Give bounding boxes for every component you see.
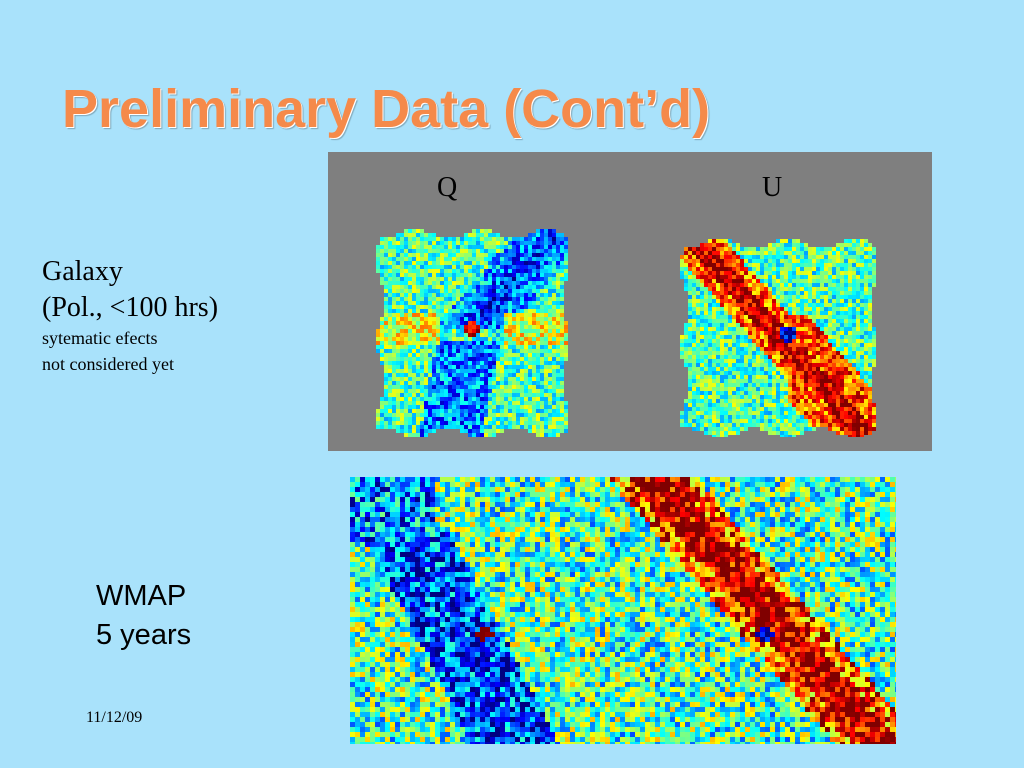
galaxy-note-line2: not considered yet [42, 354, 174, 374]
u-map-label: U [762, 172, 783, 203]
galaxy-caption-line2: (Pol., <100 hrs) [42, 292, 219, 323]
slide-title: Preliminary Data (Cont’d) [62, 79, 711, 139]
slide-date: 11/12/09 [86, 709, 143, 726]
wmap-map-panel [350, 477, 896, 744]
wmap-caption-line1: WMAP [96, 580, 187, 612]
q-polarization-map [376, 229, 568, 437]
qu-map-panel: Q U [328, 152, 932, 451]
q-map-label: Q [437, 172, 458, 203]
galaxy-caption: Galaxy (Pol., <100 hrs) sytematic efects… [42, 254, 218, 378]
galaxy-note-line1: sytematic efects [42, 328, 158, 348]
wmap-caption-line2: 5 years [96, 619, 192, 651]
wmap-caption: WMAP 5 years [96, 577, 191, 655]
galaxy-caption-line1: Galaxy [42, 256, 123, 287]
u-polarization-map [680, 239, 876, 437]
wmap-polarization-map [350, 477, 896, 744]
